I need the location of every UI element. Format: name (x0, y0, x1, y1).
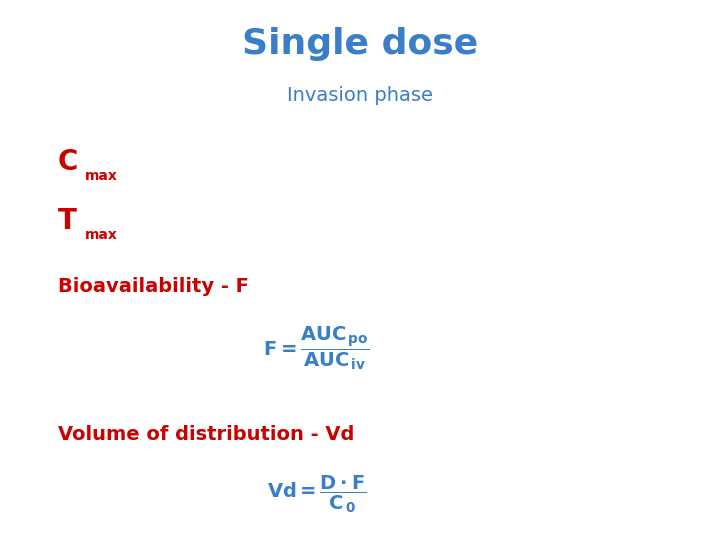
Text: Invasion phase: Invasion phase (287, 86, 433, 105)
Text: $\mathbf{Vd = \dfrac{D \cdot F}{C_{\,0}}}$: $\mathbf{Vd = \dfrac{D \cdot F}{C_{\,0}}… (267, 474, 366, 515)
Text: Single dose: Single dose (242, 27, 478, 61)
Text: $\mathbf{F = \dfrac{AUC_{\,po}}{AUC_{\,iv}}}$: $\mathbf{F = \dfrac{AUC_{\,po}}{AUC_{\,i… (264, 325, 370, 372)
Text: max: max (85, 168, 118, 183)
Text: Bioavailability - F: Bioavailability - F (58, 276, 248, 296)
Text: C: C (58, 148, 78, 176)
Text: Volume of distribution - Vd: Volume of distribution - Vd (58, 425, 354, 444)
Text: max: max (85, 228, 118, 242)
Text: T: T (58, 207, 76, 235)
